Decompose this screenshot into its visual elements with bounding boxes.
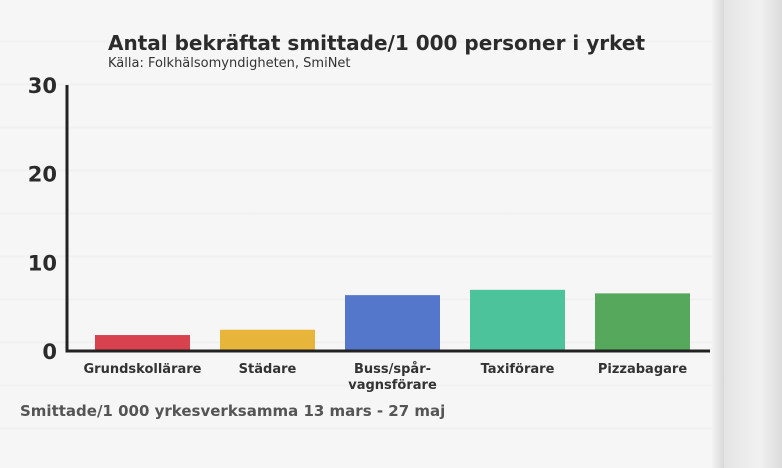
x-tick-label-line: vagnsförare <box>348 378 437 393</box>
chart-title: Antal bekräftat smittade/1 000 personer … <box>108 31 646 55</box>
bar <box>345 295 440 351</box>
x-tick-label-line: Pizzabagare <box>598 362 687 377</box>
x-axis-caption: Smittade/1 000 yrkesverksamma 13 mars - … <box>20 402 446 420</box>
x-tick-label: Pizzabagare <box>598 362 687 377</box>
y-tick-label: 10 <box>28 251 57 275</box>
x-tick-label: Städare <box>239 362 297 377</box>
x-tick-label-line: Buss/spår- <box>354 362 431 377</box>
x-tick-label: Buss/spår-vagnsförare <box>348 362 437 393</box>
bar <box>95 335 190 351</box>
x-tick-label-line: Grundskollärare <box>84 362 202 377</box>
bar <box>220 329 315 351</box>
y-tick-label: 20 <box>28 163 57 187</box>
bar <box>470 289 565 351</box>
x-tick-label-line: Taxiförare <box>481 362 555 377</box>
board-edge <box>712 0 724 468</box>
x-tick-label: Taxiförare <box>481 362 555 377</box>
whiteboard-background <box>0 0 712 468</box>
background-wall <box>724 0 782 468</box>
x-tick-label: Grundskollärare <box>84 362 202 377</box>
chart-subtitle: Källa: Folkhälsomyndigheten, SmiNet <box>108 56 351 71</box>
y-tick-label: 0 <box>42 340 57 364</box>
x-tick-label-line: Städare <box>239 362 297 377</box>
bar <box>595 293 690 351</box>
y-tick-label: 30 <box>28 74 57 98</box>
